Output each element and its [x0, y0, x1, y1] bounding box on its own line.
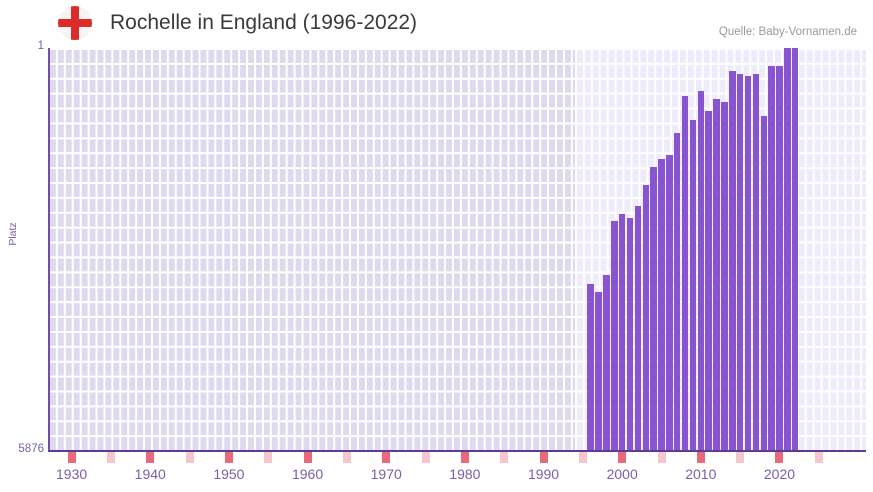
y-axis-max-label: 1 [37, 40, 44, 52]
bar-2004 [650, 167, 657, 450]
bar-2003 [642, 185, 649, 450]
bar-2012 [713, 98, 720, 450]
x-tick-minor-1965 [342, 452, 351, 463]
x-axis-ticks [48, 452, 866, 464]
chart-header: Rochelle in England (1996-2022) Quelle: … [0, 0, 873, 48]
bar-2009 [689, 119, 697, 450]
bar-2010 [697, 90, 705, 450]
bar-2014 [729, 70, 736, 450]
x-tick-minor-1945 [185, 452, 194, 463]
england-flag-icon [58, 6, 92, 40]
x-axis-label-2000: 2000 [606, 466, 638, 482]
bar-2002 [634, 206, 642, 450]
x-tick-minor-1995 [578, 452, 587, 463]
bar-1996 [587, 284, 594, 450]
x-axis-line [48, 450, 866, 452]
x-axis-labels: 1930 1940 1950 1960 1970 1980 1990 2000 2010 2020 [48, 466, 866, 488]
x-axis-label-1980: 1980 [449, 466, 481, 482]
source-attribution: Quelle: Baby-Vornamen.de [718, 26, 857, 38]
grid-background-historic [48, 48, 575, 450]
x-tick-minor-1935 [106, 452, 115, 463]
bar-2019 [768, 66, 775, 450]
bar-2013 [721, 102, 728, 450]
x-tick-1960 [303, 452, 312, 463]
x-axis-label-2010: 2010 [685, 466, 717, 482]
x-tick-1930 [67, 452, 76, 463]
x-tick-1950 [224, 452, 233, 463]
bar-2018 [760, 115, 767, 450]
x-axis-label-1940: 1940 [134, 466, 166, 482]
page-title: Rochelle in England (1996-2022) [110, 11, 418, 34]
bar-2016 [744, 75, 752, 450]
x-tick-2010 [696, 452, 705, 463]
x-tick-1970 [382, 452, 391, 463]
bar-2006 [666, 155, 673, 450]
bar-2008 [681, 95, 689, 450]
x-axis-label-1990: 1990 [527, 466, 560, 482]
bar-2015 [736, 73, 744, 450]
bar-2022 [791, 48, 799, 450]
x-tick-minor-2005 [657, 452, 666, 463]
x-tick-2020 [775, 452, 784, 463]
x-axis-label-2020: 2020 [763, 466, 796, 482]
bar-2001 [626, 218, 634, 450]
y-axis-line [48, 48, 50, 450]
x-tick-1940 [146, 452, 155, 463]
y-axis-title: Platz [7, 222, 19, 246]
bar-2017 [752, 73, 760, 450]
bar-2007 [674, 132, 681, 450]
bar-series [48, 48, 866, 450]
bar-2000 [618, 214, 626, 450]
bar-1998 [603, 275, 610, 450]
x-tick-minor-1985 [500, 452, 509, 463]
bar-2011 [705, 110, 712, 450]
x-tick-minor-1975 [421, 452, 430, 463]
bar-2020 [776, 65, 783, 450]
x-axis-label-1930: 1930 [56, 466, 88, 482]
x-tick-minor-2025 [814, 452, 823, 463]
bar-2005 [658, 159, 665, 450]
x-tick-minor-2015 [736, 452, 745, 463]
x-tick-minor-1955 [264, 452, 273, 463]
flag-cross-horizontal [58, 19, 92, 27]
y-axis-min-label: 5876 [18, 443, 44, 455]
bar-1999 [611, 221, 618, 450]
x-tick-1990 [539, 452, 548, 463]
x-axis-label-1950: 1950 [213, 466, 245, 482]
x-axis-label-1960: 1960 [291, 466, 324, 482]
bar-2021 [784, 48, 791, 450]
x-tick-1980 [460, 452, 469, 463]
x-axis-label-1970: 1970 [370, 466, 402, 482]
x-tick-2000 [618, 452, 627, 463]
bar-1997 [595, 292, 602, 450]
